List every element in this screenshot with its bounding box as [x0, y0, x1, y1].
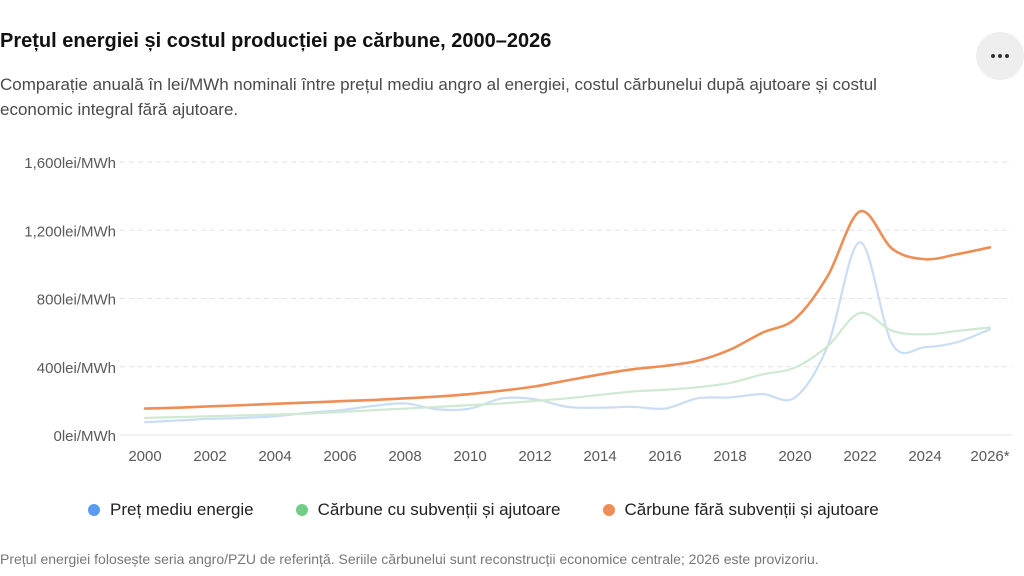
x-tick-label: 2000: [128, 448, 161, 465]
y-tick-label: 1,200lei/MWh: [24, 223, 116, 240]
footnote: Prețul energiei folosește seria angro/PZ…: [0, 551, 819, 567]
x-tick-label: 2026*: [970, 448, 1009, 465]
legend-dot: [88, 504, 100, 516]
series-line-energy-price: [143, 241, 992, 424]
x-tick-label: 2008: [388, 448, 421, 465]
chart-title: Prețul energiei și costul producției pe …: [0, 30, 552, 52]
x-tick-label: 2024: [908, 448, 941, 465]
more-horizontal-icon: [1005, 54, 1009, 58]
x-tick-label: 2002: [193, 448, 226, 465]
legend-item[interactable]: Cărbune cu subvenții și ajutoare: [295, 500, 561, 520]
series-line-coal-unsubsidized: [143, 210, 992, 410]
x-tick-label: 2006: [323, 448, 356, 465]
x-tick-label: 2004: [258, 448, 291, 465]
legend-label: Preț mediu energie: [110, 500, 254, 519]
more-horizontal-icon: [991, 54, 995, 58]
y-tick-label: 1,600lei/MWh: [24, 155, 116, 172]
x-tick-label: 2018: [713, 448, 746, 465]
x-tick-label: 2016: [648, 448, 681, 465]
x-tick-label: 2022: [843, 448, 876, 465]
x-tick-label: 2014: [583, 448, 616, 465]
chart-subtitle: Comparație anuală în lei/MWh nominali în…: [0, 75, 877, 119]
y-tick-label: 0lei/MWh: [53, 428, 116, 445]
x-tick-label: 2020: [778, 448, 811, 465]
more-horizontal-icon: [998, 54, 1002, 58]
legend-label: Cărbune fără subvenții și ajutoare: [624, 500, 879, 519]
y-tick-label: 800lei/MWh: [37, 292, 116, 309]
line-chart: 0lei/MWh 400lei/MWh 800lei/MWh 1,200lei/MWh…: [24, 155, 1012, 465]
legend-item[interactable]: Preț mediu energie: [88, 500, 254, 520]
more-options-button[interactable]: [976, 32, 1024, 80]
chart-legend: Preț mediu energie Cărbune cu subvenții ș…: [88, 500, 879, 520]
x-tick-label: 2012: [518, 448, 551, 465]
legend-dot: [602, 504, 615, 516]
series-line-coal-subsidized: [143, 311, 992, 420]
x-tick-label: 2010: [453, 448, 486, 465]
legend-dot: [295, 504, 308, 516]
y-tick-label: 400lei/MWh: [37, 360, 116, 377]
legend-item[interactable]: Cărbune fără subvenții și ajutoare: [602, 500, 879, 520]
legend-label: Cărbune cu subvenții și ajutoare: [317, 500, 561, 519]
